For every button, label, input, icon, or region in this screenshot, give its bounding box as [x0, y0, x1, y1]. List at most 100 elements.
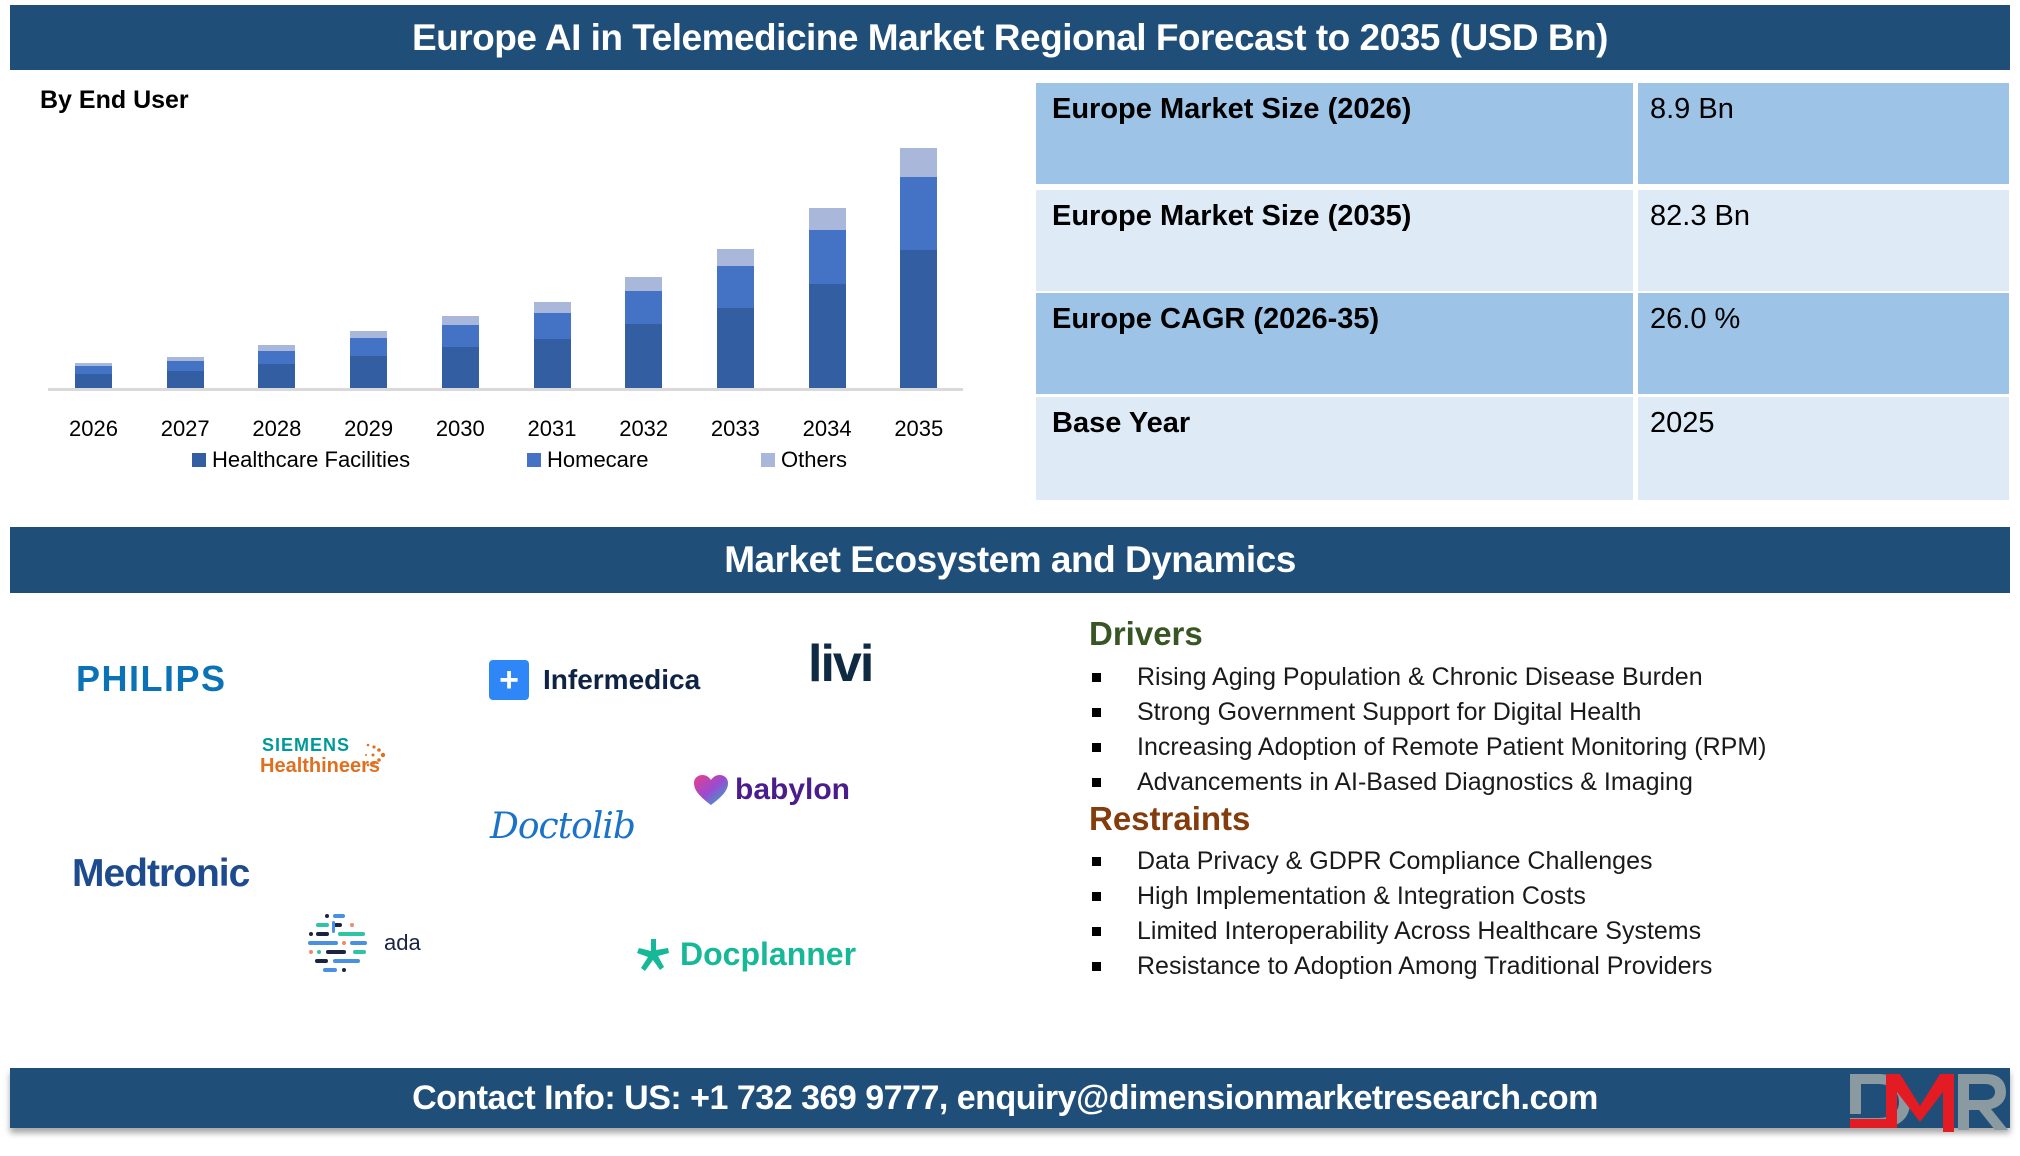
bar-2027 — [166, 357, 204, 389]
stat-row-market-size-2026: Europe Market Size (2026) 8.9 Bn — [1036, 83, 2009, 184]
bar-segment-others — [75, 363, 112, 366]
bar-segment-others — [716, 249, 754, 266]
drivers-list: Rising Aging Population & Chronic Diseas… — [1090, 660, 1766, 800]
restraint-text: Data Privacy & GDPR Compliance Challenge… — [1137, 847, 1653, 875]
bar-segment-homecare — [533, 313, 571, 339]
philips-logo: PHILIPS — [76, 658, 227, 699]
x-axis-label: 2027 — [160, 416, 210, 441]
x-axis-label: 2030 — [435, 416, 485, 441]
bar-segment-homecare — [808, 230, 846, 284]
square-bullet-icon — [1092, 892, 1101, 901]
bar-segment-healthcare-facilities — [533, 339, 571, 389]
bar-segment-healthcare-facilities — [808, 284, 846, 389]
restraint-text: Limited Interoperability Across Healthca… — [1137, 917, 1702, 945]
legend-swatch-icon — [192, 453, 206, 467]
legend-label: Homecare — [547, 447, 649, 472]
drivers-heading: Drivers — [1089, 615, 1203, 652]
siemens-logo-line2: Healthineers — [260, 755, 381, 777]
ecosystem-title: Market Ecosystem and Dynamics — [724, 539, 1296, 580]
bar-2029 — [350, 331, 388, 389]
square-bullet-icon — [1092, 743, 1101, 752]
bar-segment-others — [900, 148, 938, 177]
medtronic-logo: Medtronic — [72, 852, 250, 895]
x-axis-label: 2035 — [894, 416, 944, 441]
driver-item: Advancements in AI-Based Diagnostics & I… — [1090, 765, 1766, 800]
bar-segment-healthcare-facilities — [75, 374, 112, 389]
stat-value: 2025 — [1650, 407, 1715, 439]
bar-segment-others — [625, 277, 663, 291]
bar-segment-homecare — [350, 338, 388, 356]
bar-segment-homecare — [900, 177, 938, 250]
bar-2028 — [258, 345, 296, 389]
bar-segment-healthcare-facilities — [258, 364, 296, 389]
x-axis-label: 2026 — [69, 416, 118, 441]
bar-segment-others — [166, 357, 204, 361]
siemens-dots-icon — [365, 743, 386, 767]
restraint-item: Resistance to Adoption Among Traditional… — [1090, 949, 1712, 984]
heart-icon — [694, 775, 728, 805]
x-axis-label: 2029 — [344, 416, 394, 441]
babylon-logo-text: babylon — [735, 773, 851, 806]
legend-swatch-icon — [761, 453, 775, 467]
stat-label: Europe CAGR (2026-35) — [1052, 303, 1380, 335]
restraint-text: High Implementation & Integration Costs — [1137, 882, 1586, 910]
ada-logo-text: ada — [384, 930, 421, 955]
driver-text: Rising Aging Population & Chronic Diseas… — [1137, 663, 1703, 691]
livi-logo: livi — [808, 635, 874, 693]
dmr-logo-icon — [1850, 1074, 2008, 1132]
docplanner-logo: Docplanner — [636, 936, 856, 973]
bar-segment-others — [258, 345, 296, 351]
restraint-item: Data Privacy & GDPR Compliance Challenge… — [1090, 844, 1712, 879]
title-banner: Europe AI in Telemedicine Market Regiona… — [10, 5, 2010, 70]
stat-value: 26.0 % — [1650, 303, 1741, 335]
bar-segment-homecare — [441, 325, 479, 347]
square-bullet-icon — [1092, 708, 1101, 717]
column-divider — [1633, 397, 1638, 500]
driver-item: Rising Aging Population & Chronic Diseas… — [1090, 660, 1766, 695]
bar-segment-homecare — [625, 291, 663, 324]
legend-item-healthcare-facilities: Healthcare Facilities — [192, 447, 410, 473]
bar-segment-others — [441, 316, 479, 325]
infermedica-logo-text: Infermedica — [543, 664, 701, 695]
stat-row-cagr: Europe CAGR (2026-35) 26.0 % — [1036, 293, 2009, 394]
square-bullet-icon — [1092, 778, 1101, 787]
bar-2031 — [533, 302, 571, 389]
footer-banner: Contact Info: US: +1 732 369 9777, enqui… — [10, 1068, 2010, 1128]
bar-2026 — [75, 363, 112, 389]
ada-logo: ada — [308, 913, 421, 973]
stat-value: 82.3 Bn — [1650, 200, 1750, 232]
x-axis-label: 2032 — [619, 416, 669, 441]
ecosystem-banner: Market Ecosystem and Dynamics — [10, 527, 2010, 593]
bar-segment-healthcare-facilities — [350, 356, 388, 389]
driver-text: Advancements in AI-Based Diagnostics & I… — [1137, 768, 1693, 796]
legend-item-others: Others — [761, 447, 847, 473]
ada-dots-icon — [308, 914, 367, 972]
stat-label: Base Year — [1052, 407, 1191, 439]
siemens-healthineers-logo: SIEMENS Healthineers — [260, 736, 386, 777]
page-title: Europe AI in Telemedicine Market Regiona… — [411, 16, 1609, 58]
driver-item: Increasing Adoption of Remote Patient Mo… — [1090, 730, 1766, 765]
column-divider — [1633, 83, 1638, 184]
square-bullet-icon — [1092, 673, 1101, 682]
stat-label: Europe Market Size (2035) — [1052, 200, 1412, 232]
legend-label: Others — [781, 447, 848, 472]
babylon-logo: babylon — [693, 773, 850, 807]
contact-info: Contact Info: US: +1 732 369 9777, enqui… — [412, 1078, 1598, 1117]
docplanner-star-icon — [637, 938, 669, 971]
bar-segment-homecare — [75, 366, 112, 374]
stacked-bar-chart: 2026 2027 2028 2029 2030 2031 2032 2033 2034 2035… — [0, 0, 1000, 500]
restraints-list: Data Privacy & GDPR Compliance Challenge… — [1090, 844, 1712, 984]
x-axis-label: 2034 — [802, 416, 852, 441]
bar-segment-healthcare-facilities — [441, 347, 479, 389]
chart-subtitle: By End User — [40, 86, 189, 114]
driver-text: Increasing Adoption of Remote Patient Mo… — [1137, 733, 1767, 761]
bar-segment-homecare — [258, 351, 296, 364]
bar-2033 — [716, 249, 754, 389]
column-divider — [1633, 190, 1638, 291]
doctolib-logo: Doctolib — [490, 806, 636, 847]
bar-segment-others — [808, 208, 846, 230]
stat-row-base-year: Base Year 2025 — [1036, 397, 2009, 500]
x-axis-label: 2028 — [252, 416, 302, 441]
driver-item: Strong Government Support for Digital He… — [1090, 695, 1766, 730]
bar-2032 — [625, 277, 663, 389]
